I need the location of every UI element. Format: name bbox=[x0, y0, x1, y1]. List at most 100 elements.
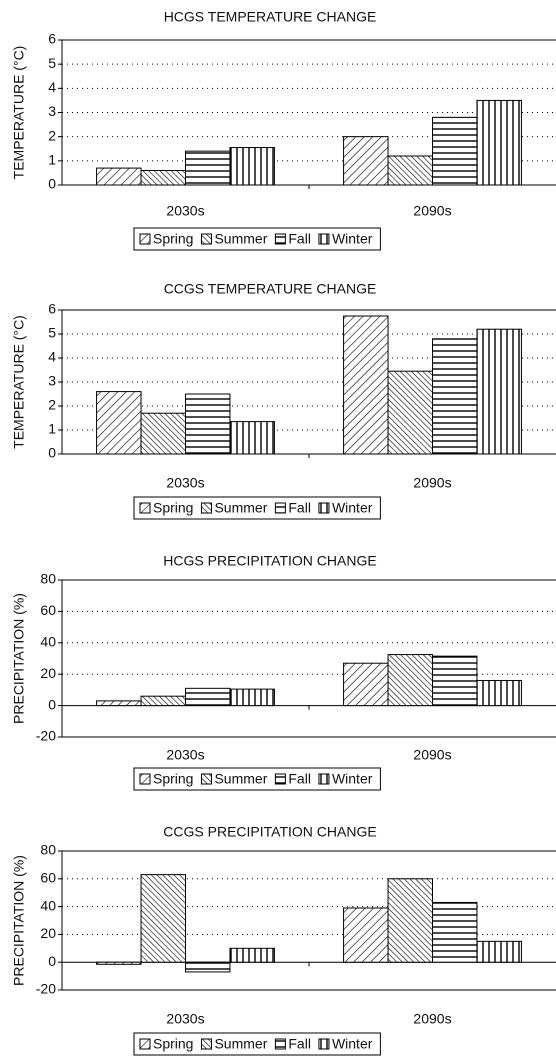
y-tick-label: 5 bbox=[48, 325, 56, 341]
y-tick-label: 60 bbox=[40, 870, 56, 886]
chart: CCGS TEMPERATURE CHANGE TEMPERATURE (°C) 0… bbox=[11, 281, 556, 520]
bar bbox=[476, 679, 522, 707]
bar bbox=[140, 170, 186, 186]
x-tick-label: 2030s bbox=[166, 1011, 204, 1027]
legend: Spring Summer Fall Winter bbox=[133, 767, 381, 791]
y-tick-label: 5 bbox=[48, 55, 56, 71]
bar bbox=[343, 662, 389, 707]
bar bbox=[140, 412, 186, 455]
bar bbox=[185, 150, 231, 186]
legend-label: Fall bbox=[288, 1036, 311, 1052]
legend-swatch bbox=[200, 773, 212, 785]
bar bbox=[476, 940, 522, 963]
chart: HCGS TEMPERATURE CHANGE TEMPERATURE (°C) 0… bbox=[11, 9, 556, 251]
bar bbox=[476, 328, 522, 455]
bar bbox=[185, 961, 231, 973]
legend-label: Fall bbox=[288, 231, 311, 247]
x-tick-label: 2090s bbox=[413, 1011, 451, 1027]
y-tick-label: 3 bbox=[48, 103, 56, 119]
legend-swatch bbox=[139, 773, 151, 785]
y-axis-label: PRECIPITATION (%) bbox=[11, 593, 27, 724]
y-tick-label: 4 bbox=[48, 349, 56, 365]
bar bbox=[343, 136, 389, 186]
legend-label: Winter bbox=[332, 1036, 373, 1052]
legend-swatch bbox=[274, 1038, 286, 1050]
chart-title: HCGS TEMPERATURE CHANGE bbox=[164, 9, 377, 25]
y-tick-label: 0 bbox=[48, 445, 56, 461]
legend-swatch bbox=[318, 233, 330, 245]
bar bbox=[343, 315, 389, 455]
y-tick-label: 40 bbox=[40, 634, 56, 650]
legend-label: Winter bbox=[332, 231, 373, 247]
x-tick-label: 2090s bbox=[413, 747, 451, 763]
legend-label: Winter bbox=[332, 771, 373, 787]
bar bbox=[229, 688, 275, 707]
bar bbox=[96, 961, 142, 965]
x-tick-label: 2030s bbox=[166, 203, 204, 219]
x-tick-label: 2090s bbox=[413, 475, 451, 491]
chart-title: CCGS TEMPERATURE CHANGE bbox=[164, 281, 377, 297]
y-tick-label: 0 bbox=[48, 176, 56, 192]
bar bbox=[432, 116, 478, 186]
legend-label: Fall bbox=[288, 500, 311, 516]
y-tick-label: 0 bbox=[48, 953, 56, 969]
legend-label: Summer bbox=[214, 231, 267, 247]
y-tick-label: 1 bbox=[48, 152, 56, 168]
bar bbox=[140, 874, 186, 963]
legend: Spring Summer Fall Winter bbox=[133, 1032, 381, 1056]
y-tick-label: -20 bbox=[36, 981, 56, 997]
bar bbox=[140, 695, 186, 707]
y-tick-label: 60 bbox=[40, 602, 56, 618]
bar bbox=[432, 901, 478, 963]
legend-swatch bbox=[200, 233, 212, 245]
bar bbox=[343, 907, 389, 963]
legend: Spring Summer Fall Winter bbox=[133, 496, 381, 520]
legend-swatch bbox=[318, 1038, 330, 1050]
bar bbox=[229, 947, 275, 963]
bar bbox=[229, 421, 275, 455]
legend-swatch bbox=[318, 773, 330, 785]
legend-swatch bbox=[274, 233, 286, 245]
legend-swatch bbox=[139, 233, 151, 245]
bar bbox=[229, 147, 275, 186]
y-tick-label: 20 bbox=[40, 925, 56, 941]
legend-label: Spring bbox=[153, 231, 193, 247]
bar bbox=[432, 338, 478, 455]
legend-swatch bbox=[318, 502, 330, 514]
y-tick-label: 80 bbox=[40, 571, 56, 587]
bar bbox=[476, 99, 522, 186]
legend-label: Fall bbox=[288, 771, 311, 787]
legend-label: Spring bbox=[153, 771, 193, 787]
bar bbox=[185, 687, 231, 707]
x-tick-label: 2030s bbox=[166, 747, 204, 763]
y-tick-label: 80 bbox=[40, 842, 56, 858]
y-tick-label: 6 bbox=[48, 31, 56, 47]
legend: Spring Summer Fall Winter bbox=[133, 227, 381, 251]
bar bbox=[96, 167, 142, 186]
chart: HCGS PRECIPITATION CHANGE PRECIPITATION (… bbox=[11, 553, 556, 791]
legend-swatch bbox=[139, 1038, 151, 1050]
legend-label: Summer bbox=[214, 771, 267, 787]
legend-swatch bbox=[274, 773, 286, 785]
bar bbox=[432, 655, 478, 707]
y-tick-label: 4 bbox=[48, 79, 56, 95]
bar bbox=[185, 393, 231, 455]
y-axis-label: TEMPERATURE (°C) bbox=[11, 315, 27, 449]
legend-label: Winter bbox=[332, 500, 373, 516]
y-tick-label: 6 bbox=[48, 301, 56, 317]
legend-label: Summer bbox=[214, 1036, 267, 1052]
chart-title: CCGS PRECIPITATION CHANGE bbox=[163, 824, 376, 840]
y-axis-label: PRECIPITATION (%) bbox=[11, 855, 27, 986]
legend-swatch bbox=[200, 1038, 212, 1050]
x-tick-label: 2030s bbox=[166, 475, 204, 491]
legend-label: Summer bbox=[214, 500, 267, 516]
bar bbox=[387, 155, 434, 186]
chart: CCGS PRECIPITATION CHANGE PRECIPITATION (… bbox=[11, 824, 556, 1056]
bar bbox=[96, 700, 142, 707]
bar bbox=[387, 878, 434, 963]
x-tick-label: 2090s bbox=[413, 203, 451, 219]
y-tick-label: 1 bbox=[48, 421, 56, 437]
y-tick-label: 20 bbox=[40, 665, 56, 681]
legend-swatch bbox=[200, 502, 212, 514]
